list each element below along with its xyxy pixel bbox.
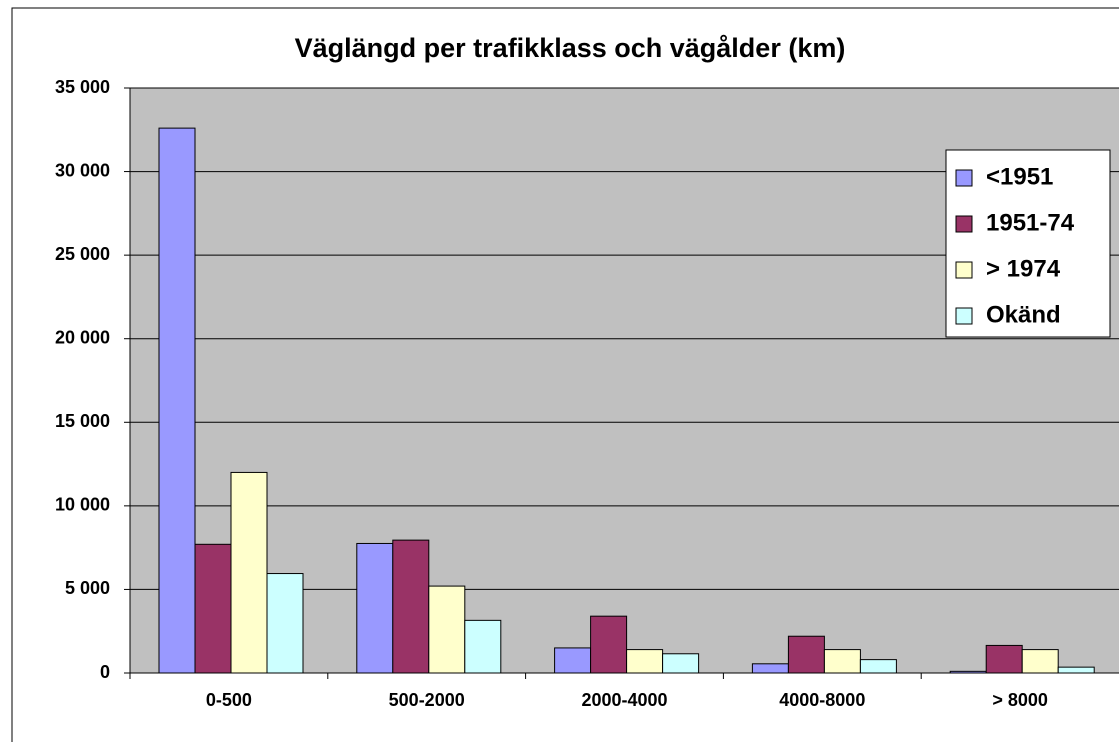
bar [751,663,789,674]
bar [859,659,897,674]
bar [985,644,1023,674]
legend-swatch [955,307,973,325]
legend-swatch [955,215,973,233]
bar [464,619,502,674]
x-tick-label: 0-500 [206,690,252,710]
x-tick-label: 4000-8000 [779,690,865,710]
y-tick-label: 10 000 [55,495,110,515]
x-tick-label: > 8000 [992,690,1048,710]
bar [787,635,825,674]
x-tick-label: 2000-4000 [581,690,667,710]
bar [590,615,628,674]
bar [266,573,304,674]
bar [428,585,466,674]
bar [158,127,196,674]
bar [356,542,394,674]
legend-label: Okänd [986,301,1061,328]
chart-title: Väglängd per trafikklass och vägålder (k… [295,33,846,63]
bar [392,539,430,674]
y-tick-label: 5 000 [65,578,110,598]
bar [554,647,592,674]
legend-label: 1951-74 [986,209,1075,236]
y-tick-label: 25 000 [55,244,110,264]
bar [230,471,268,674]
bar [1057,666,1095,674]
y-tick-label: 35 000 [55,77,110,97]
legend-swatch [955,261,973,279]
x-tick-label: 500-2000 [389,690,465,710]
bar [626,649,664,674]
y-tick-label: 15 000 [55,411,110,431]
y-tick-label: 30 000 [55,160,110,180]
legend-swatch [955,169,973,187]
bar [662,653,700,674]
legend-label: > 1974 [986,255,1061,282]
bar [823,649,861,674]
legend-label: <1951 [986,163,1053,190]
bar [1021,649,1059,674]
y-tick-label: 0 [100,662,110,682]
legend-box [945,149,1111,338]
bar [194,543,232,674]
y-tick-label: 20 000 [55,327,110,347]
